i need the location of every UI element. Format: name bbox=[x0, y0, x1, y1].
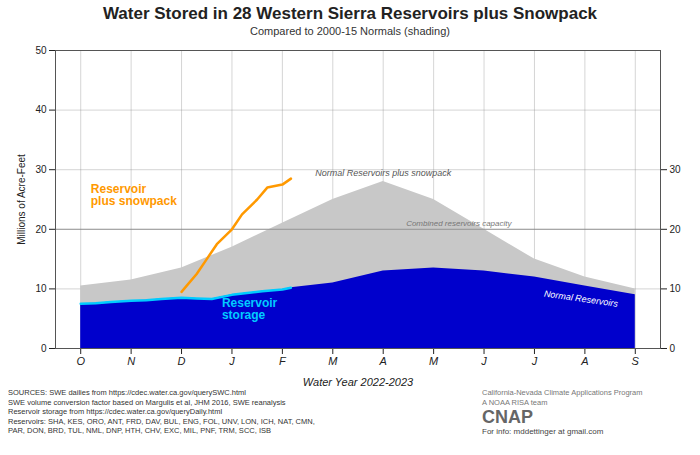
svg-text:50: 50 bbox=[35, 45, 47, 56]
svg-text:0: 0 bbox=[41, 343, 47, 354]
svg-text:Normal Reservoirs: Normal Reservoirs bbox=[543, 288, 619, 308]
svg-text:M: M bbox=[429, 355, 439, 367]
svg-text:D: D bbox=[178, 355, 186, 367]
svg-text:Reservoirplus snowpack: Reservoirplus snowpack bbox=[91, 182, 177, 208]
html-text:A NOAA RISA team: A NOAA RISA team bbox=[482, 397, 548, 407]
svg-text:20: 20 bbox=[670, 224, 682, 235]
svg-text:Reservoirstorage: Reservoirstorage bbox=[222, 296, 278, 322]
svg-text:S: S bbox=[632, 355, 640, 367]
svg-text:N: N bbox=[127, 355, 135, 367]
svg-text:Normal Reservoirs plus snowpac: Normal Reservoirs plus snowpack bbox=[315, 168, 452, 178]
svg-text:30: 30 bbox=[670, 164, 682, 175]
svg-text:0: 0 bbox=[670, 343, 676, 354]
svg-text:A: A bbox=[580, 355, 588, 367]
svg-text:Millions of Acre-Feet: Millions of Acre-Feet bbox=[16, 154, 27, 245]
html-text:Water Stored in 28 Western Sie: Water Stored in 28 Western Sierra Reserv… bbox=[102, 4, 598, 23]
svg-text:A: A bbox=[379, 355, 387, 367]
svg-text:J: J bbox=[228, 355, 235, 367]
svg-text:J: J bbox=[531, 355, 538, 367]
svg-text:20: 20 bbox=[35, 224, 47, 235]
html-text:For info: mddettinger at gmail: For info: mddettinger at gmail.com bbox=[482, 427, 604, 436]
html-text:CNAP: CNAP bbox=[482, 407, 533, 427]
svg-text:Combined reservoirs capacity: Combined reservoirs capacity bbox=[406, 219, 512, 228]
html-text:California-Nevada Climate Appl: California-Nevada Climate Applications P… bbox=[482, 388, 643, 397]
svg-text:J: J bbox=[480, 355, 487, 367]
svg-text:Water Year 2022-2023: Water Year 2022-2023 bbox=[303, 376, 414, 388]
html-text:SOURCES: SWE dailies from http: SOURCES: SWE dailies from https://cdec.w… bbox=[8, 388, 315, 435]
svg-text:40: 40 bbox=[35, 104, 47, 115]
svg-text:10: 10 bbox=[670, 283, 682, 294]
html-text:Compared to 2000-15 Normals (s: Compared to 2000-15 Normals (shading) bbox=[250, 25, 450, 37]
svg-text:10: 10 bbox=[35, 283, 47, 294]
svg-text:30: 30 bbox=[35, 164, 47, 175]
svg-text:M: M bbox=[328, 355, 338, 367]
svg-text:F: F bbox=[279, 355, 287, 367]
svg-text:O: O bbox=[76, 355, 85, 367]
